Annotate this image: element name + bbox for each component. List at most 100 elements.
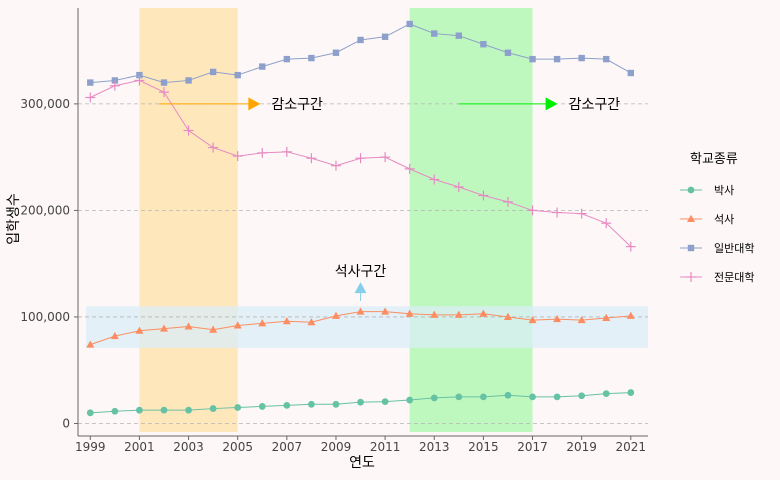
data-point [185,406,192,414]
data-point [160,406,168,414]
data-point [136,71,143,79]
data-point [406,396,414,404]
data-point [552,207,563,218]
data-point [307,318,316,326]
legend-title: 학교종류 [690,152,738,167]
shaded-region-x-0 [139,8,238,432]
x-tick-label: 2001 [124,440,155,454]
data-point [86,409,94,417]
data-point [381,398,389,406]
data-point [455,32,463,39]
data-point [430,394,438,402]
shaded-region-x-1 [409,8,533,432]
x-tick-label: 2007 [272,440,303,454]
legend-label: 전문대학 [714,271,754,284]
data-point [332,400,340,408]
data-point [478,190,489,201]
shaded-regions [86,8,648,432]
data-point [578,54,585,62]
legend-label: 일반대학 [714,241,754,255]
data-point [602,313,611,322]
y-tick-label: 300,000 [20,97,70,111]
data-point [281,146,292,157]
data-point [576,208,587,219]
data-point [529,393,536,401]
data-point [355,153,366,164]
legend-item-2: 일반대학 [680,241,754,255]
data-point [430,310,439,318]
legend-marker [687,244,695,252]
data-point [577,315,586,324]
data-point [356,307,365,315]
legend-label: 박사 [714,184,734,197]
data-point [504,391,512,399]
data-point [209,325,218,333]
data-point [232,151,243,162]
series-2 [87,20,635,86]
data-point [454,310,463,318]
annotation-arrow-head [354,282,367,294]
data-point [404,163,415,174]
data-point [136,406,143,414]
data-point [111,77,119,84]
data-point [503,312,512,320]
data-point [453,181,464,192]
data-point [529,55,536,63]
x-tick-label: 1999 [75,440,106,454]
data-point [283,55,291,63]
annotation-text: 석사구간 [335,264,387,280]
data-point [502,196,513,207]
data-point [185,77,192,84]
data-point [504,49,512,56]
data-point [602,390,610,398]
data-point [233,321,242,329]
data-point [258,403,266,410]
data-point [527,205,538,216]
x-tick-label: 2003 [173,440,204,454]
data-point [85,92,96,103]
data-point [528,315,537,324]
x-tick-label: 2015 [468,440,499,454]
data-point [134,75,145,86]
series-0 [86,389,635,417]
data-point [405,309,414,317]
data-point [308,400,315,408]
data-point [627,69,635,77]
x-tick-label: 2021 [616,440,647,454]
data-point [357,398,364,406]
data-point [331,311,340,319]
annotation-text: 감소구간 [569,97,621,113]
axes: 0 100,000 200,000 300,000 1999 2001 2003 2005 20… [20,8,648,454]
data-point [110,331,119,340]
data-point [258,319,267,327]
data-point [259,63,266,70]
data-point [406,20,413,28]
data-point [86,340,95,348]
data-point [381,307,390,315]
data-point [578,392,586,400]
legend-label: 석사 [714,213,734,226]
x-tick-label: 2009 [321,440,352,454]
data-point [257,147,268,158]
data-point [480,41,487,48]
data-point [209,405,217,412]
legend-item-3: 전문대학 [680,271,754,284]
legend-item-0: 박사 [680,184,734,197]
data-point [625,241,636,252]
y-axis-title: 입학생수 [6,193,22,245]
data-point [553,393,561,401]
annotation-arrow-head [248,97,261,111]
data-point [160,79,168,86]
data-point [306,153,317,164]
data-point [431,30,438,37]
x-tick-label: 2005 [222,440,253,454]
data-point [626,311,635,319]
data-point [234,71,241,79]
annotation-2: 석사구간 [335,264,387,301]
annotation-arrow-head [545,97,558,111]
x-axis-title: 연도 [349,455,375,471]
data-point [234,404,242,411]
